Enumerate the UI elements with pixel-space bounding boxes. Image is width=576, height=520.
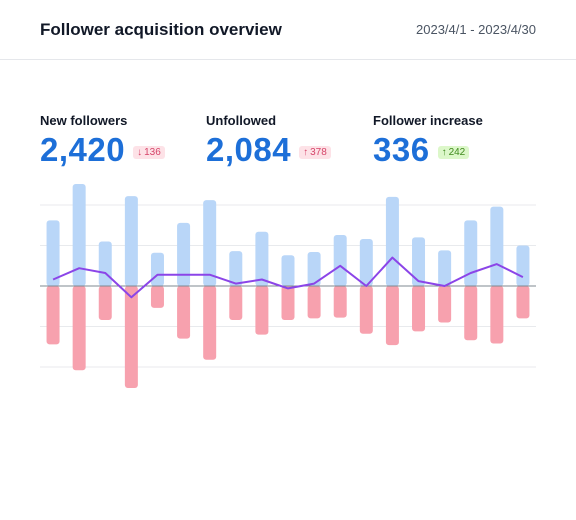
unfollowed-bar bbox=[177, 286, 191, 339]
change-value: 378 bbox=[310, 146, 327, 158]
new-followers-bar bbox=[98, 241, 112, 286]
unfollowed-bar bbox=[203, 286, 217, 360]
change-badge: ↓ 136 bbox=[133, 145, 165, 159]
unfollowed-bar bbox=[98, 286, 112, 321]
change-badge: ↑ 242 bbox=[437, 145, 470, 159]
unfollowed-bar bbox=[307, 286, 321, 319]
stat-value: 2,420 bbox=[40, 131, 126, 168]
new-followers-bar bbox=[281, 255, 295, 286]
card-header: Follower acquisition overview 2023/4/1 -… bbox=[0, 0, 576, 60]
stat-label: New followers bbox=[40, 113, 128, 128]
new-followers-bar bbox=[333, 234, 347, 286]
unfollowed-bar bbox=[72, 286, 86, 371]
unfollowed-bar bbox=[490, 286, 504, 344]
stat-label: Unfollowed bbox=[206, 113, 277, 128]
stat-follower-increase: Follower increase 336 ↑ 242 bbox=[373, 113, 483, 168]
new-followers-bar bbox=[46, 220, 60, 286]
new-followers-bar bbox=[516, 245, 530, 286]
new-followers-bar bbox=[359, 239, 373, 286]
unfollowed-bar bbox=[516, 286, 530, 319]
page-title: Follower acquisition overview bbox=[40, 20, 282, 39]
new-followers-bar bbox=[255, 231, 269, 286]
change-value: 136 bbox=[144, 146, 161, 158]
unfollowed-bar bbox=[124, 286, 138, 389]
new-followers-bar bbox=[124, 196, 138, 286]
stat-value: 2,084 bbox=[206, 131, 292, 168]
unfollowed-bar bbox=[150, 286, 164, 308]
new-followers-bar bbox=[72, 183, 86, 286]
unfollowed-bar bbox=[281, 286, 295, 321]
new-followers-bar bbox=[385, 196, 399, 286]
stat-label: Follower increase bbox=[373, 113, 483, 128]
stat-unfollowed: Unfollowed 2,084 ↑ 378 bbox=[206, 113, 331, 168]
new-followers-bar bbox=[438, 250, 452, 286]
new-followers-bar bbox=[307, 251, 321, 286]
change-value: 242 bbox=[448, 146, 466, 158]
new-followers-bar bbox=[203, 200, 217, 286]
new-followers-bar bbox=[150, 252, 164, 286]
new-followers-bar bbox=[464, 220, 478, 286]
unfollowed-bar bbox=[359, 286, 373, 334]
arrow-up-icon: ↑ bbox=[303, 146, 309, 158]
unfollowed-bar bbox=[464, 286, 478, 341]
unfollowed-bar bbox=[46, 286, 60, 345]
arrow-up-icon: ↑ bbox=[441, 146, 447, 158]
follower-increase-line bbox=[52, 256, 524, 299]
unfollowed-bar bbox=[385, 286, 399, 346]
new-followers-bar bbox=[177, 222, 191, 286]
unfollowed-bar bbox=[229, 286, 243, 321]
unfollowed-bar bbox=[412, 286, 426, 332]
change-badge: ↑ 378 bbox=[299, 145, 331, 159]
unfollowed-bar bbox=[438, 286, 452, 323]
unfollowed-bar bbox=[255, 286, 269, 335]
unfollowed-bar bbox=[333, 286, 347, 318]
new-followers-bar bbox=[229, 251, 243, 286]
stat-new-followers: New followers 2,420 ↓ 136 bbox=[40, 113, 165, 168]
new-followers-bar bbox=[412, 237, 426, 286]
new-followers-bar bbox=[490, 206, 504, 286]
stat-value: 336 bbox=[373, 131, 430, 168]
date-range[interactable]: 2023/4/1 - 2023/4/30 bbox=[416, 22, 536, 37]
arrow-down-icon: ↓ bbox=[137, 146, 143, 158]
